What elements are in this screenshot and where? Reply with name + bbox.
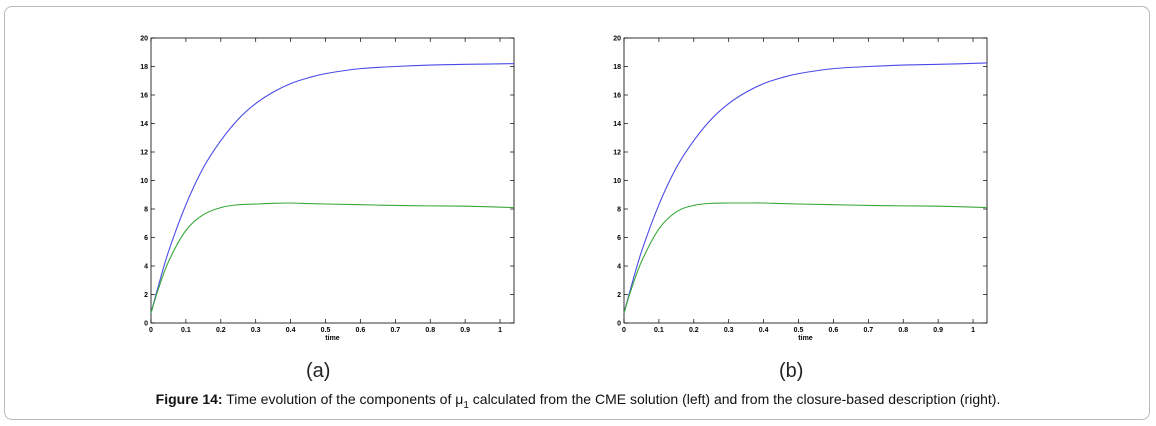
x-axis-label: time (798, 335, 813, 342)
series-line-2 (150, 202, 515, 314)
caption-text-after: calculated from the CME solution (left) … (468, 391, 1001, 407)
plot-border (150, 37, 515, 324)
chart-b: 0 2 4 6 8 10 12 14 16 18 20 0 0.1 0.2 0.3 0.4 0.5 0.6 0.7 0… (613, 36, 988, 342)
x-tick-label: 0.6 (829, 327, 839, 334)
series-line-1 (623, 62, 988, 314)
figure-caption: Figure 14: Time evolution of the compone… (0, 391, 1156, 411)
x-tick-label: 0.5 (321, 327, 331, 334)
y-tick-label: 14 (140, 121, 148, 128)
figure-frame (4, 6, 1150, 420)
x-tick-label: 0.2 (689, 327, 699, 334)
y-tick-label: 2 (617, 292, 621, 299)
y-tick-label: 0 (617, 321, 621, 328)
x-tick-label: 0.4 (286, 327, 296, 334)
y-tick-label: 8 (144, 207, 148, 214)
series-line-2 (623, 202, 988, 314)
y-tick-label: 8 (617, 207, 621, 214)
caption-text-before: Time evolution of the components of μ (222, 391, 464, 407)
x-tick-label: 0.4 (759, 327, 769, 334)
x-tick-label: 1 (971, 327, 975, 334)
x-tick-label: 0.5 (794, 327, 804, 334)
y-tick-label: 18 (140, 64, 148, 71)
y-tick-label: 20 (140, 36, 148, 43)
caption-subscript: 1 (463, 399, 469, 411)
x-tick-label: 0.6 (356, 327, 366, 334)
y-tick-label: 12 (140, 150, 148, 157)
caption-label: Figure 14: (155, 391, 223, 407)
y-tick-label: 16 (140, 93, 148, 100)
y-tick-label: 18 (613, 64, 621, 71)
x-tick-label: 0.9 (460, 327, 470, 334)
x-tick-label: 0.3 (251, 327, 261, 334)
x-tick-label: 0.1 (654, 327, 664, 334)
x-tick-label: 0.7 (863, 327, 873, 334)
plot-border (623, 37, 988, 324)
x-tick-label: 0 (622, 327, 626, 334)
y-tick-label: 4 (617, 264, 621, 271)
x-tick-label: 0.8 (425, 327, 435, 334)
x-tick-label: 0.3 (724, 327, 734, 334)
panel-label-b: (b) (779, 360, 804, 382)
y-tick-label: 6 (617, 235, 621, 242)
y-tick-label: 2 (144, 292, 148, 299)
x-tick-label: 0.9 (933, 327, 943, 334)
chart-a: 0 2 4 6 8 10 12 14 16 18 20 0 0.1 0.2 0.3 0.4 0.5 0.6 0.7 0… (140, 36, 515, 342)
x-tick-label: 0.2 (216, 327, 226, 334)
y-tick-label: 6 (144, 235, 148, 242)
x-tick-label: 0.7 (390, 327, 400, 334)
y-tick-label: 16 (613, 93, 621, 100)
y-tick-label: 10 (613, 178, 621, 185)
y-tick-label: 12 (613, 150, 621, 157)
x-tick-label: 0.1 (181, 327, 191, 334)
series-line-1 (150, 63, 515, 314)
x-axis-label: time (325, 335, 340, 342)
y-tick-label: 14 (613, 121, 621, 128)
y-tick-label: 0 (144, 321, 148, 328)
x-tick-label: 0.8 (898, 327, 908, 334)
y-tick-label: 20 (613, 36, 621, 43)
panel-label-a: (a) (306, 360, 331, 382)
x-tick-label: 0 (149, 327, 153, 334)
x-tick-label: 1 (498, 327, 502, 334)
y-tick-label: 4 (144, 264, 148, 271)
y-tick-label: 10 (140, 178, 148, 185)
